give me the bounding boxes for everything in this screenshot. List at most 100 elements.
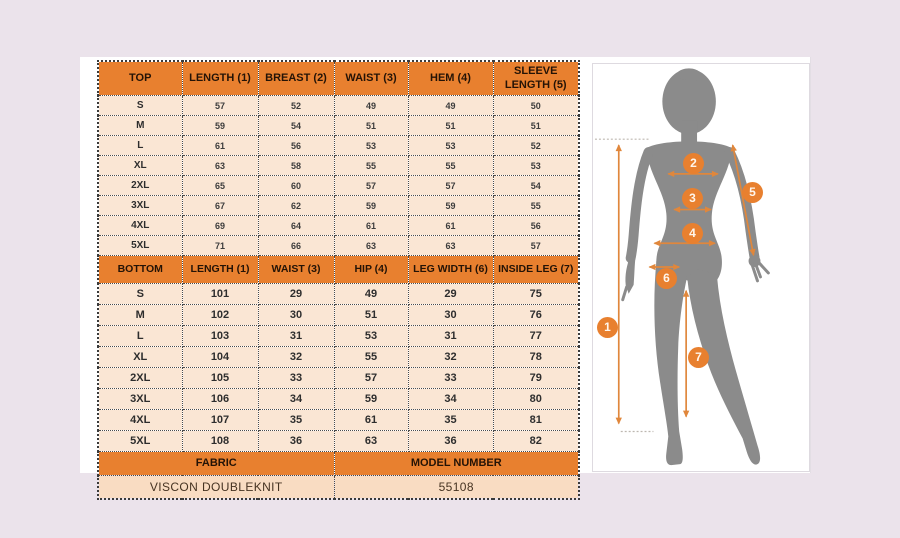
measurement-cell: 32 [407,346,494,368]
measurement-cell: 51 [333,304,409,326]
column-header: LENGTH (1) [181,255,259,284]
figure-drawing [594,68,770,466]
fabric-header: FABRIC [97,451,335,476]
size-label: L [97,325,183,347]
measurement-cell: 102 [181,304,259,326]
size-label: 3XL [97,388,183,410]
model-number-value: 55108 [333,475,580,500]
measurement-figure: 1 2 3 4 5 6 7 [592,63,810,472]
size-label: 4XL [97,409,183,431]
measurement-cell: 31 [257,325,335,347]
measurement-cell: 29 [407,283,494,305]
column-header: BOTTOM [97,255,183,284]
measurement-cell: 51 [407,115,494,136]
measurement-cell: 59 [181,115,259,136]
measurement-cell: 53 [407,135,494,156]
measurement-cell: 62 [257,195,335,216]
top-table-header: TOP LENGTH (1) BREAST (2) WAIST (3) HEM (4) S… [97,60,580,96]
measurement-cell: 59 [333,388,409,410]
measurement-cell: 55 [333,155,409,176]
size-label: M [97,304,183,326]
bottom-header-row: BOTTOM LENGTH (1) WAIST (3) HIP (4) LEG WIDT… [97,255,580,284]
measurement-cell: 52 [257,95,335,116]
measurement-cell: 53 [333,325,409,347]
measurement-cell: 106 [181,388,259,410]
table-row: 5XL 108 36 63 36 82 [97,430,580,452]
measurement-cell: 31 [407,325,494,347]
meta-value-row: VISCON DOUBLEKNIT 55108 [97,475,580,500]
measurement-cell: 63 [181,155,259,176]
table-row: 3XL 67 62 59 59 55 [97,195,580,216]
measurement-cell: 105 [181,367,259,389]
measurement-cell: 33 [257,367,335,389]
size-label: XL [97,155,183,176]
measurement-cell: 76 [492,304,580,326]
column-header: TOP [97,60,183,96]
measurement-cell: 54 [492,175,580,196]
column-header: BREAST (2) [257,60,335,96]
measurement-cell: 53 [333,135,409,156]
table-row: 2XL 65 60 57 57 54 [97,175,580,196]
size-label: 5XL [97,235,183,256]
measurement-cell: 103 [181,325,259,347]
measurement-cell: 51 [333,115,409,136]
measurement-cell: 59 [333,195,409,216]
measurement-cell: 55 [333,346,409,368]
bottom-table-header: BOTTOM LENGTH (1) WAIST (3) HIP (4) LEG WIDT… [97,255,580,284]
measurement-cell: 57 [333,367,409,389]
measurement-cell: 36 [257,430,335,452]
measurement-cell: 35 [257,409,335,431]
measurement-cell: 50 [492,95,580,116]
measurement-cell: 35 [407,409,494,431]
body-silhouette [621,68,770,466]
measurement-cell: 61 [333,409,409,431]
table-row: 4XL 69 64 61 61 56 [97,215,580,236]
measurement-cell: 34 [257,388,335,410]
table-row: 2XL 105 33 57 33 79 [97,367,580,389]
size-label: S [97,95,183,116]
measure-marker-5: 5 [742,182,763,203]
measurement-cell: 51 [492,115,580,136]
table-row: M 59 54 51 51 51 [97,115,580,136]
measurement-cell: 63 [407,235,494,256]
column-header: WAIST (3) [333,60,409,96]
measurement-cell: 61 [407,215,494,236]
table-row: L 103 31 53 31 77 [97,325,580,347]
fabric-value: VISCON DOUBLEKNIT [97,475,335,500]
measurement-cell: 32 [257,346,335,368]
measurement-cell: 82 [492,430,580,452]
column-header: WAIST (3) [257,255,335,284]
measure-marker-1: 1 [597,317,618,338]
measurement-cell: 59 [407,195,494,216]
table-row: S 57 52 49 49 50 [97,95,580,116]
measurement-cell: 49 [333,283,409,305]
measurement-cell: 54 [257,115,335,136]
measurement-cell: 56 [492,215,580,236]
measurement-cell: 101 [181,283,259,305]
table-row: S 101 29 49 29 75 [97,283,580,305]
size-label: 5XL [97,430,183,452]
size-label: 2XL [97,175,183,196]
column-header: SLEEVE LENGTH (5) [492,60,580,96]
table-row: XL 104 32 55 32 78 [97,346,580,368]
measure-marker-2: 2 [683,153,704,174]
measurement-cell: 107 [181,409,259,431]
measurement-cell: 75 [492,283,580,305]
measurement-cell: 55 [407,155,494,176]
size-chart-table: TOP LENGTH (1) BREAST (2) WAIST (3) HEM (4) S… [97,60,580,500]
measure-marker-7: 7 [688,347,709,368]
measurement-cell: 80 [492,388,580,410]
measurement-cell: 104 [181,346,259,368]
measurement-cell: 36 [407,430,494,452]
measurement-cell: 52 [492,135,580,156]
top-header-row: TOP LENGTH (1) BREAST (2) WAIST (3) HEM (4) S… [97,60,580,96]
reference-dash-lines [594,138,654,433]
measurement-cell: 61 [333,215,409,236]
size-label: L [97,135,183,156]
measurement-cell: 63 [333,235,409,256]
measurement-cell: 55 [492,195,580,216]
measurement-cell: 65 [181,175,259,196]
measure-marker-4: 4 [682,223,703,244]
table-row: 5XL 71 66 63 63 57 [97,235,580,256]
